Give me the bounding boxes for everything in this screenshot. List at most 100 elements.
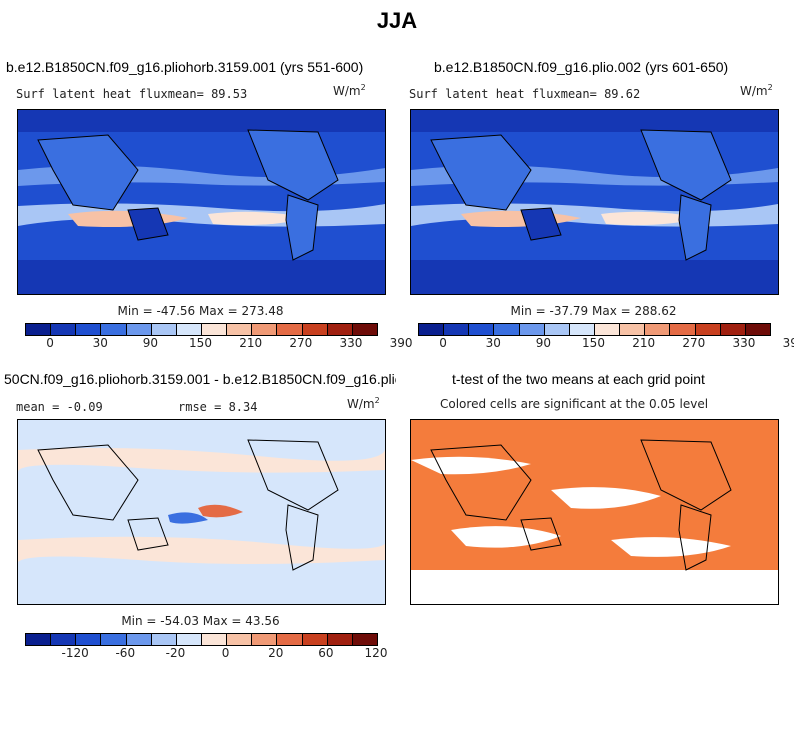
colorbar-tick-label: 330 [339,336,363,350]
panel-3-title: 50CN.f09_g16.pliohorb.3159.001 - b.e12.B… [4,371,396,387]
colorbar-swatch [419,324,445,335]
continent-shape-2 [247,129,339,201]
colorbar-tick-label: 30 [485,336,501,350]
diff-positive-band [18,448,385,473]
colorbar-tick-label: 210 [239,336,263,350]
continent-shape-3 [285,194,319,261]
continent-shape-3 [678,194,712,261]
colorbar-swatch [227,324,253,335]
panel-1-units: W/m2 [333,83,366,98]
continent-outline-3 [678,504,712,571]
panel-1-colorbar-ticks: 0 30 90 150 210 270 330 390 [25,336,412,352]
panel-2-minmax: Min = -37.79 Max = 288.62 [510,304,677,318]
continent-outline-2 [247,439,339,511]
panel-1-variable-label: Surf latent heat fluxmean= 89.53 [16,87,247,101]
colorbar-swatch [327,634,353,645]
colorbar-swatch [51,324,77,335]
continent-outline [37,444,139,521]
colorbar-tick-label: 270 [289,336,313,350]
colorbar-swatch [494,324,520,335]
colorbar-swatch [327,324,353,335]
warm-region-2 [601,211,701,226]
colorbar-tick-label: 20 [268,646,284,660]
colorbar-swatch [352,324,377,335]
panel-4-subtitle: Colored cells are significant at the 0.0… [440,397,709,411]
colorbar-swatch [76,324,102,335]
continent-shape [430,134,532,211]
colorbar-swatch [645,324,671,335]
panel-1-colorbar [25,323,378,336]
continent-outline [430,444,532,521]
colorbar-swatch [176,634,202,645]
panel-3-colorbar [25,633,378,646]
panel-2-map-svg [411,110,778,294]
panel-2-units-sup: 2 [767,83,773,92]
continent-outline-4 [127,517,169,551]
colorbar-tick-label: 0 [221,646,230,660]
colorbar-tick-label: 90 [535,336,551,350]
colorbar-swatch [101,634,127,645]
colorbar-swatch [26,634,52,645]
panel-2-colorbar-ticks: 0 30 90 150 210 270 330 390 [418,336,794,352]
colorbar-tick-label: 390 [782,336,794,350]
colorbar-tick-label: 120 [364,646,388,660]
colorbar-swatch [101,324,127,335]
panel-1-variable: Surf latent heat flux [16,87,168,101]
panel-3-units-text: W/m [347,397,375,411]
colorbar-swatch [201,324,228,335]
colorbar-swatch [469,324,495,335]
panel-2-colorbar [418,323,771,336]
continent-shape [37,134,139,211]
insignificant-southern [411,570,778,604]
continent-shape-4 [127,207,169,241]
colorbar-tick-label: 390 [389,336,413,350]
continent-outline-2 [640,439,732,511]
panel-3-map-svg [18,420,385,604]
colorbar-tick-label: 90 [142,336,158,350]
panel-4-map [410,419,779,605]
panel-2-title: b.e12.B1850CN.f09_g16.plio.002 (yrs 601-… [434,59,729,75]
colorbar-tick-label: -60 [115,646,136,660]
panel-4-title: t-test of the two means at each grid poi… [452,371,705,387]
panel-1-units-text: W/m [333,84,361,98]
panel-1-map-svg [18,110,385,294]
panel-2-mean: mean= 89.62 [560,87,641,101]
continent-shape-2 [640,129,732,201]
continent-outline-3 [285,504,319,571]
panel-3-rmse: rmse = 8.34 [178,400,258,414]
panel-1-mean: mean= 89.53 [167,87,248,101]
colorbar-swatch [126,634,152,645]
diff-hotspot [198,504,243,518]
insignificant-region-3 [451,526,561,548]
colorbar-swatch [252,324,278,335]
colorbar-swatch [352,634,377,645]
continent-shape-4 [520,207,562,241]
colorbar-swatch [695,324,721,335]
colorbar-swatch [569,324,595,335]
panel-2-map [410,109,779,295]
insignificant-region-4 [611,537,731,557]
panel-3-units-sup: 2 [374,396,380,405]
arctic-band [18,110,385,132]
continent-outline-4 [520,517,562,551]
panel-3-mean: mean = -0.09 [16,400,103,414]
panel-1-title: b.e12.B1850CN.f09_g16.pliohorb.3159.001 … [6,59,364,75]
diff-positive-band-2 [18,536,385,564]
panel-3-minmax: Min = -54.03 Max = 43.56 [121,614,280,628]
panel-2-variable-label: Surf latent heat fluxmean= 89.62 [409,87,640,101]
colorbar-swatch [670,324,696,335]
colorbar-swatch [252,634,278,645]
colorbar-swatch [176,324,202,335]
panel-2-units: W/m2 [740,83,773,98]
colorbar-swatch [302,634,328,645]
page-title: JJA [376,8,418,33]
panel-3-colorbar-ticks: -120 -60 -20 0 20 60 120 [25,646,388,662]
panel-4-map-svg [411,420,778,604]
colorbar-swatch [277,324,303,335]
colorbar-swatch [745,324,770,335]
panel-1-units-sup: 2 [360,83,366,92]
colorbar-swatch [302,324,328,335]
colorbar-tick-label: 0 [439,336,447,350]
colorbar-swatch [519,324,545,335]
colorbar-swatch [444,324,470,335]
